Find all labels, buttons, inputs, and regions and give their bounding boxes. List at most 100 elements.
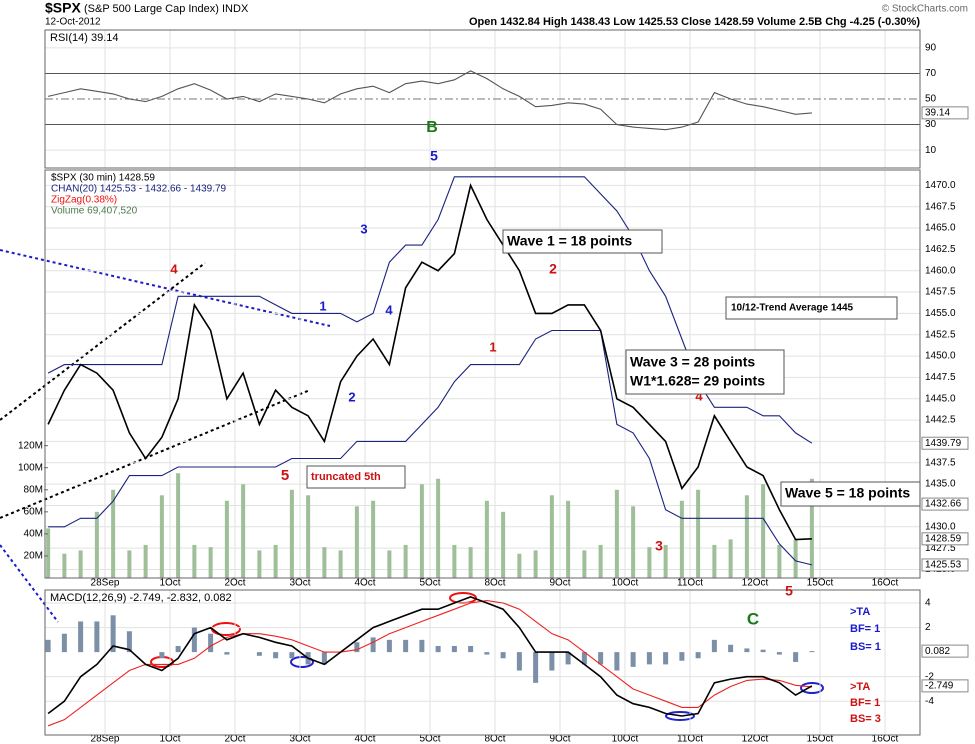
trend-line xyxy=(0,544,59,623)
annotation: W1*1.628= 29 points xyxy=(630,373,765,389)
volume-bar xyxy=(387,550,392,578)
volume-bar xyxy=(306,495,311,578)
histogram-bar xyxy=(679,652,685,661)
histogram-bar xyxy=(45,639,51,653)
histogram-bar xyxy=(744,648,750,653)
volume-bar xyxy=(403,544,408,578)
histogram-bar xyxy=(500,652,506,659)
volume-bar xyxy=(598,544,603,578)
annotation: 10/12-Trend Average 1445 xyxy=(731,303,854,314)
histogram-bar xyxy=(403,639,409,653)
histogram-bar xyxy=(273,652,279,659)
value-tag: 39.14 xyxy=(925,108,950,119)
annotation-box xyxy=(780,481,921,507)
y-tick-label: 1437.5 xyxy=(925,457,956,468)
x-tick-label: 4Oct xyxy=(354,734,375,744)
annotation: BS= 1 xyxy=(850,641,881,653)
y-tick-label: 1450.0 xyxy=(925,351,956,362)
y-tick-label: 1445.0 xyxy=(925,393,956,404)
symbol-name: (S&P 500 Large Cap Index) INDX xyxy=(84,3,249,15)
annotation-box xyxy=(625,349,785,395)
x-tick-label: 15Oct xyxy=(807,578,834,589)
volume-bar xyxy=(241,484,246,578)
volume-bar xyxy=(582,550,587,578)
volume-bar xyxy=(809,478,814,578)
x-tick-label: 4Oct xyxy=(354,578,375,589)
volume-tick-label: 120M xyxy=(18,440,43,451)
annotation: >TA xyxy=(850,606,870,618)
annotation: C xyxy=(747,609,759,628)
trend-line xyxy=(0,389,311,519)
y-tick-label: 90 xyxy=(925,43,937,54)
volume-bar xyxy=(257,550,262,578)
x-tick-label: 5Oct xyxy=(419,734,440,744)
y-tick-label: 2 xyxy=(925,622,931,633)
x-tick-label: 10Oct xyxy=(612,734,639,744)
x-tick-label: 3Oct xyxy=(289,578,310,589)
volume-bar xyxy=(696,489,701,578)
x-tick-label: 11Oct xyxy=(677,734,703,744)
series-line xyxy=(47,183,812,541)
annotation: Wave 1 = 18 points xyxy=(507,233,632,249)
volume-bar xyxy=(679,500,684,578)
x-tick-label: 9Oct xyxy=(549,578,570,589)
histogram-bar xyxy=(663,652,669,665)
histogram-bar xyxy=(94,621,100,653)
histogram-bar xyxy=(419,639,425,653)
annotation: 2 xyxy=(549,261,557,277)
x-tick-label: 11Oct xyxy=(677,578,703,589)
annotation: Wave 3 = 28 points xyxy=(630,354,755,370)
volume-bar xyxy=(614,489,619,578)
credit: © StockCharts.com xyxy=(882,4,968,15)
volume-bar xyxy=(777,544,782,578)
histogram-bar xyxy=(630,652,636,667)
histogram-bar xyxy=(793,652,799,662)
annotation: BS= 3 xyxy=(850,713,881,725)
volume-bar xyxy=(322,547,327,578)
x-tick-label: 1Oct xyxy=(159,734,180,744)
volume-tick-label: 20M xyxy=(24,551,43,562)
y-tick-label: 1442.5 xyxy=(925,415,956,426)
panel-label: MACD(12,26,9) -2.749, -2.832, 0.082 xyxy=(50,592,232,604)
histogram-bar xyxy=(451,645,457,653)
volume-tick-label: 60M xyxy=(24,506,43,517)
volume-bar xyxy=(419,484,424,578)
volume-bar xyxy=(289,489,294,578)
x-tick-label: 28Sep xyxy=(91,578,120,589)
trend-line xyxy=(0,262,206,421)
value-tag: 1428.59 xyxy=(925,533,962,544)
annotation: 1 xyxy=(489,339,496,354)
value-tag-box xyxy=(921,679,969,693)
histogram-bar xyxy=(728,644,734,653)
volume-bar xyxy=(744,495,749,578)
x-tick-label: 2Oct xyxy=(224,578,245,589)
x-tick-label: 16Oct xyxy=(872,578,899,589)
volume-bar xyxy=(517,553,522,578)
histogram-bar xyxy=(224,652,230,655)
histogram-bar xyxy=(110,615,116,653)
x-tick-label: 5Oct xyxy=(419,578,440,589)
x-tick-label: 1Oct xyxy=(159,578,180,589)
volume-bar xyxy=(468,547,473,578)
volume-bar xyxy=(452,544,457,578)
annotation: 5 xyxy=(281,467,289,484)
y-tick-label: 30 xyxy=(925,119,937,130)
x-tick-label: 3Oct xyxy=(289,734,310,744)
date: 12-Oct-2012 xyxy=(45,17,101,28)
annotation: truncated 5th xyxy=(311,471,381,483)
y-tick-label: 1467.5 xyxy=(925,201,956,212)
y-tick-label: 1457.5 xyxy=(925,287,956,298)
y-tick-label: 1452.5 xyxy=(925,329,956,340)
marker-ellipse xyxy=(290,656,314,668)
volume-bar xyxy=(192,544,197,578)
histogram-bar xyxy=(614,652,620,671)
volume-tick-label: 100M xyxy=(18,462,43,473)
volume-bar xyxy=(143,544,148,578)
series-line xyxy=(48,329,813,566)
histogram-bar xyxy=(321,652,327,665)
volume-bar xyxy=(224,500,229,578)
y-tick-label: 1470.0 xyxy=(925,180,956,191)
histogram-bar xyxy=(533,652,539,683)
histogram-bar xyxy=(289,652,295,659)
